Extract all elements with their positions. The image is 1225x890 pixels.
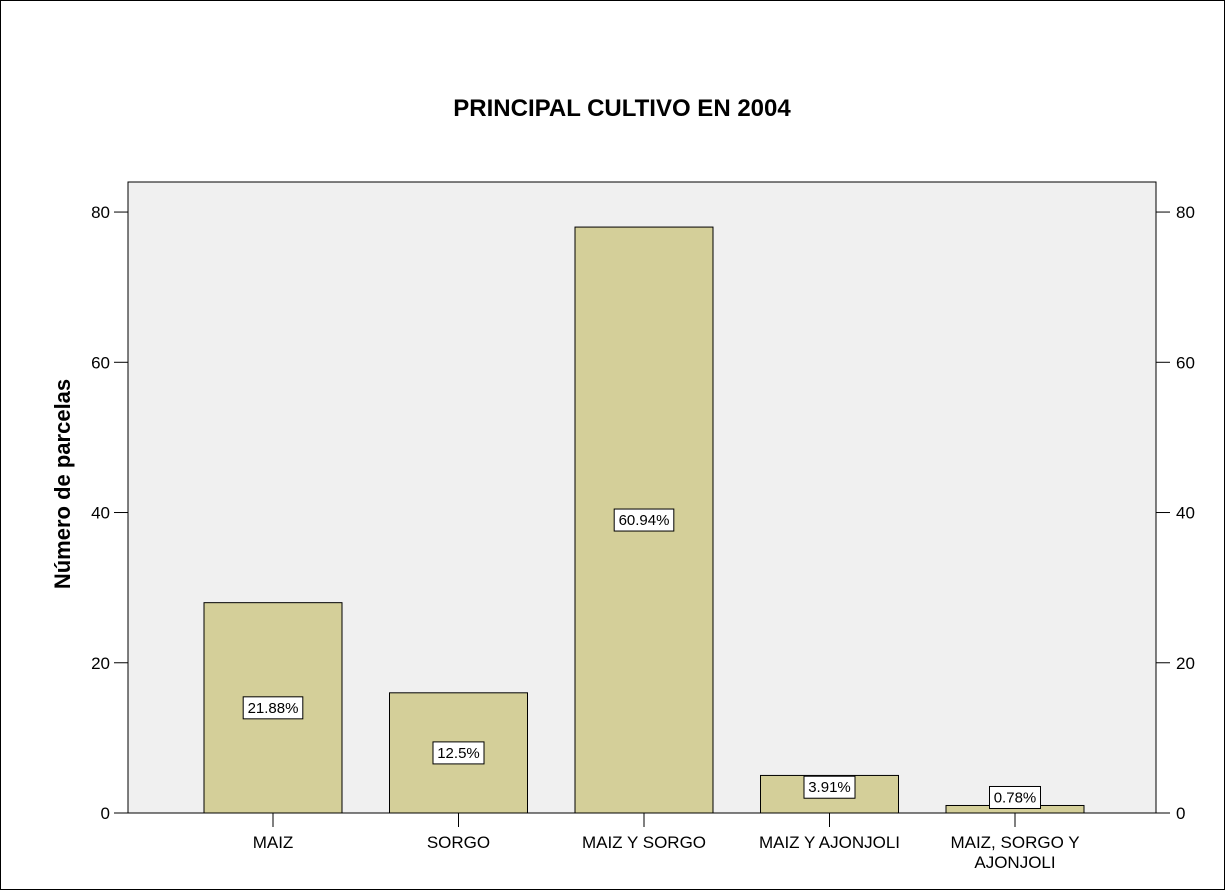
y-tick-label-left: 40	[91, 504, 110, 523]
category-label: AJONJOLI	[974, 853, 1055, 872]
data-label-box	[613, 508, 675, 532]
data-label: 60.94%	[619, 512, 670, 529]
category-label: MAIZ Y AJONJOLI	[759, 833, 900, 852]
y-tick-label-right: 0	[1176, 804, 1185, 823]
data-label: 21.88%	[248, 700, 299, 717]
y-axis-label: Número de parcelas	[50, 379, 75, 589]
y-tick-label-left: 20	[91, 654, 110, 673]
data-label: 12.5%	[437, 745, 480, 762]
category-label: MAIZ, SORGO Y	[950, 833, 1079, 852]
y-tick-label-left: 0	[101, 804, 110, 823]
data-label-box	[432, 741, 485, 765]
data-label: 3.91%	[808, 779, 851, 796]
chart-title: PRINCIPAL CULTIVO EN 2004	[453, 95, 791, 122]
category-label: MAIZ Y SORGO	[582, 833, 706, 852]
data-label-box	[242, 696, 304, 720]
labels: MAIZ 21.88% SORGO 12.5% MAIZ Y SORGO 60.94% MA…	[242, 508, 1080, 872]
y-tick-label-right: 20	[1176, 654, 1195, 673]
y-tick-label-left: 60	[91, 353, 110, 372]
data-label: 0.78%	[994, 789, 1037, 806]
category-label: SORGO	[427, 833, 490, 852]
data-label-box	[989, 785, 1041, 809]
category-label: MAIZ	[253, 833, 294, 852]
y-tick-label-left: 80	[91, 203, 110, 222]
data-label-box	[803, 775, 856, 799]
axes: 0 0 20 20 40 40 60 60 80 80	[91, 203, 1195, 827]
y-tick-label-right: 80	[1176, 203, 1195, 222]
y-tick-label-right: 60	[1176, 353, 1195, 372]
y-tick-label-right: 40	[1176, 504, 1195, 523]
